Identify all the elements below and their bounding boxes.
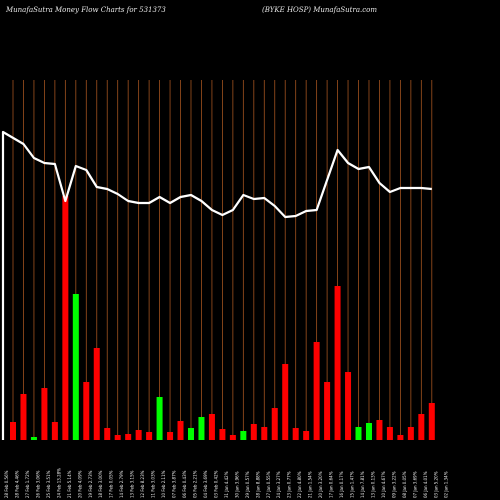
x-tick-label: 26 Feb 3.06%	[35, 470, 40, 498]
x-tick-label: 29 Jan 0.57%	[245, 471, 250, 498]
money-flow-bar	[261, 427, 268, 440]
money-flow-bar	[292, 428, 299, 440]
money-flow-bar	[355, 427, 362, 440]
x-tick-label: 22 Jan 4.80%	[297, 471, 302, 498]
money-flow-bar	[146, 432, 153, 440]
money-flow-bar	[282, 364, 289, 440]
x-tick-label: 27 Jan 0.55%	[266, 471, 271, 498]
x-tick-label: 16 Jan 0.17%	[339, 471, 344, 498]
money-flow-bar	[30, 437, 37, 440]
x-tick-label: 06 Jan 4.01%	[423, 471, 428, 498]
money-flow-bar	[83, 382, 90, 440]
x-tick-label: 10 Jan 4.67%	[381, 471, 386, 498]
x-tick-label: 07 Jan 3.69%	[412, 471, 417, 498]
money-flow-bar	[114, 435, 121, 440]
x-tick-label: 13 Feb 3.15%	[130, 470, 135, 498]
x-tick-label: 14 Feb 2.79%	[119, 470, 124, 498]
x-tick-label: 21 Feb 5.14%	[67, 470, 72, 498]
money-flow-bar	[104, 428, 111, 440]
chart-header-left: MunafaSutra Money Flow Charts for 531373	[5, 6, 166, 14]
money-flow-bar	[125, 434, 132, 440]
money-flow-bar	[250, 424, 257, 440]
x-tick-label: 12 Feb 8.23%	[140, 470, 145, 498]
x-tick-label: 25 Feb 3.51%	[46, 470, 51, 498]
money-flow-bar	[51, 422, 58, 440]
x-tick-label: 20 Feb 4.09%	[77, 470, 82, 498]
money-flow-bar	[20, 394, 27, 440]
x-tick-label: 31 Jan 4.42%	[224, 471, 229, 498]
x-tick-label: 30 Jan 3.96%	[234, 471, 239, 498]
money-flow-bar	[167, 432, 174, 440]
x-tick-label: 19 Feb 2.73%	[88, 470, 93, 498]
x-tick-label: 13 Jan 0.13%	[370, 471, 375, 498]
money-flow-bar	[303, 431, 310, 440]
money-flow-bar	[271, 408, 278, 440]
x-tick-label: 08 Jan 0.05%	[402, 471, 407, 498]
x-tick-label: 07 Feb 3.87%	[172, 470, 177, 498]
money-flow-bar	[208, 414, 215, 440]
money-flow-bar	[334, 286, 341, 440]
x-tick-label: 24 Feb 13.28%	[56, 468, 61, 498]
x-tick-label: 18 Feb 3.00%	[98, 470, 103, 498]
x-tick-label: 28 Feb 0.56%	[4, 470, 9, 498]
price-line	[1, 130, 432, 440]
x-tick-label: 28 Jan 8.88%	[255, 471, 260, 498]
money-flow-bar	[324, 382, 331, 440]
money-flow-bar	[41, 388, 48, 440]
money-flow-bar	[313, 342, 320, 440]
chart-header-right: (BYKE HOSP) MunafaSutra.com	[262, 6, 377, 14]
money-flow-bar	[345, 372, 352, 440]
money-flow-bar	[407, 427, 414, 440]
x-tick-label: 15 Jan 1.47%	[350, 471, 355, 498]
x-tick-label: 06 Feb 0.43%	[182, 470, 187, 498]
money-flow-bar	[397, 435, 404, 440]
money-flow-bar	[418, 414, 425, 440]
money-flow-bar	[93, 348, 100, 440]
x-tick-label: 05 Feb 2.21%	[192, 470, 197, 498]
money-flow-bar	[62, 196, 69, 440]
money-flow-bar	[187, 428, 194, 440]
money-flow-bar	[376, 420, 383, 440]
money-flow-bar	[135, 430, 142, 440]
x-tick-label: 09 Jan 3.22%	[391, 471, 396, 498]
x-tick-label: 28 Feb 4.46%	[14, 470, 19, 498]
x-axis-tick-labels: 28 Feb 0.56% 28 Feb 4.46% 27 Feb 1.72% 26 F…	[4, 468, 449, 498]
x-tick-label: 21 Jan 1.54%	[308, 471, 313, 498]
money-flow-bar	[229, 435, 236, 440]
gridlines	[12, 80, 433, 440]
x-tick-label: 04 Feb 3.69%	[203, 470, 208, 498]
x-tick-label: 10 Feb 2.11%	[161, 470, 166, 498]
money-flow-bar	[428, 403, 435, 440]
money-flow-bar	[198, 417, 205, 440]
x-tick-label: 20 Jan 3.20%	[318, 471, 323, 498]
money-flow-bar	[156, 397, 163, 440]
x-tick-label: 23 Jan 0.77%	[287, 471, 292, 498]
money-flow-bar	[10, 422, 16, 440]
x-tick-label: 11 Feb 3.03%	[151, 470, 156, 498]
x-tick-label: 02 Jan 1.34%	[444, 471, 449, 498]
x-tick-label: 14 Jan 7.81%	[360, 471, 365, 498]
x-tick-label: 27 Feb 1.72%	[25, 470, 30, 498]
money-flow-bars	[10, 196, 435, 440]
x-tick-label: 17 Jan 0.64%	[329, 471, 334, 498]
x-tick-label: 17 Feb 0.05%	[109, 470, 114, 498]
money-flow-bar	[72, 294, 79, 440]
x-tick-label: 03 Feb 0.42%	[213, 470, 218, 498]
x-tick-label: 03 Jan 5.20%	[433, 471, 438, 498]
money-flow-bar	[240, 431, 247, 440]
money-flow-bar	[177, 421, 184, 440]
money-flow-bar	[365, 423, 372, 440]
money-flow-bar	[219, 429, 226, 440]
money-flow-bar	[386, 427, 393, 440]
x-tick-label: 24 Jan 3.27%	[276, 471, 281, 498]
